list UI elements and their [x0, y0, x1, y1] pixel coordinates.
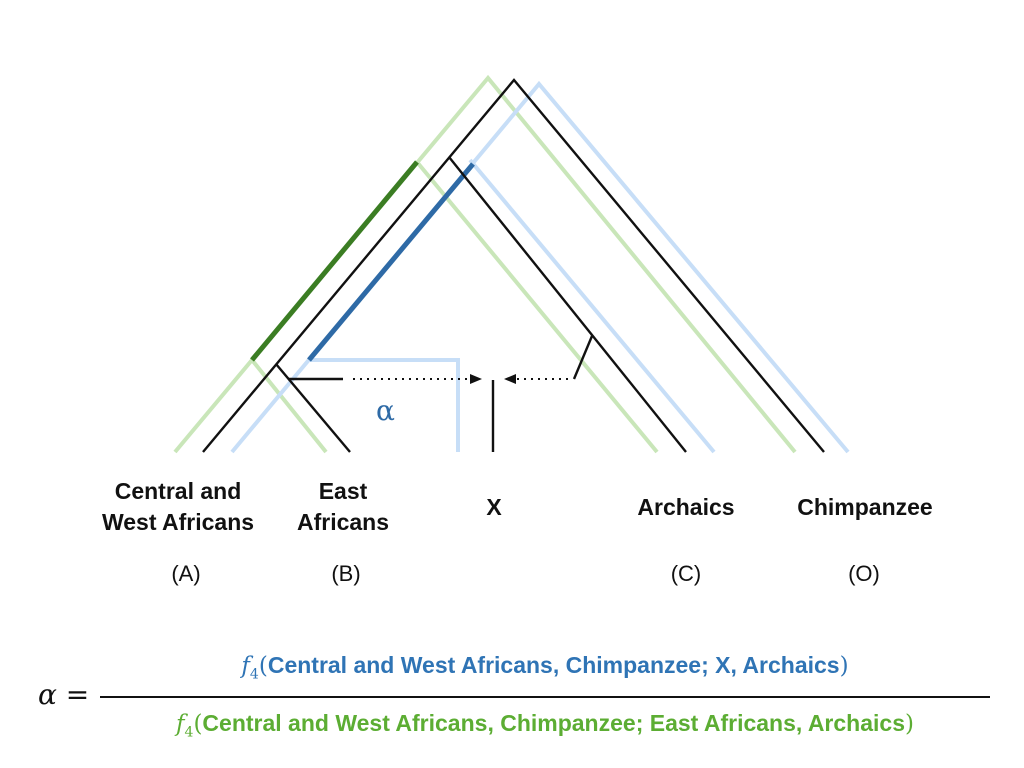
dark-green-branch: [250, 160, 419, 362]
taxon-name: Archaics: [637, 494, 735, 520]
taxon-code-o: (O): [848, 561, 880, 586]
denominator-args: Central and West Africans, Chimpanzee; E…: [202, 710, 905, 736]
taxon-label-c: Archaics: [606, 492, 766, 523]
taxon-name: Central and West Africans: [101, 478, 255, 535]
f4-function: f4: [241, 653, 259, 683]
taxon-name: East Africans: [296, 478, 390, 535]
taxon-name: X: [486, 494, 502, 520]
green-shadow-tree: [173, 74, 797, 454]
taxon-code-c: (C): [670, 561, 702, 586]
fraction-bar: [100, 696, 990, 698]
taxon-label-o: Chimpanzee: [775, 492, 955, 523]
arrowhead-right-icon: [504, 374, 516, 384]
taxon-label-b: East Africans: [273, 476, 413, 538]
taxon-label-x: X: [454, 492, 534, 523]
f4-function: f4: [176, 711, 194, 741]
admixture-alpha-label: α: [376, 394, 395, 427]
taxon-name: Chimpanzee: [797, 494, 933, 520]
formula-numerator: f4(Central and West Africans, Chimpanzee…: [241, 652, 849, 683]
arrowhead-left-icon: [470, 374, 482, 384]
dark-blue-branch: [307, 162, 475, 362]
taxon-label-a: Central and West Africans: [78, 476, 278, 538]
taxon-code-b: (B): [331, 561, 361, 586]
taxon-code-a: (A): [171, 561, 201, 586]
formula-denominator: f4(Central and West Africans, Chimpanzee…: [176, 710, 914, 741]
numerator-args: Central and West Africans, Chimpanzee; X…: [267, 652, 840, 678]
main-tree: [202, 78, 825, 453]
formula-lhs: α =: [38, 678, 90, 711]
